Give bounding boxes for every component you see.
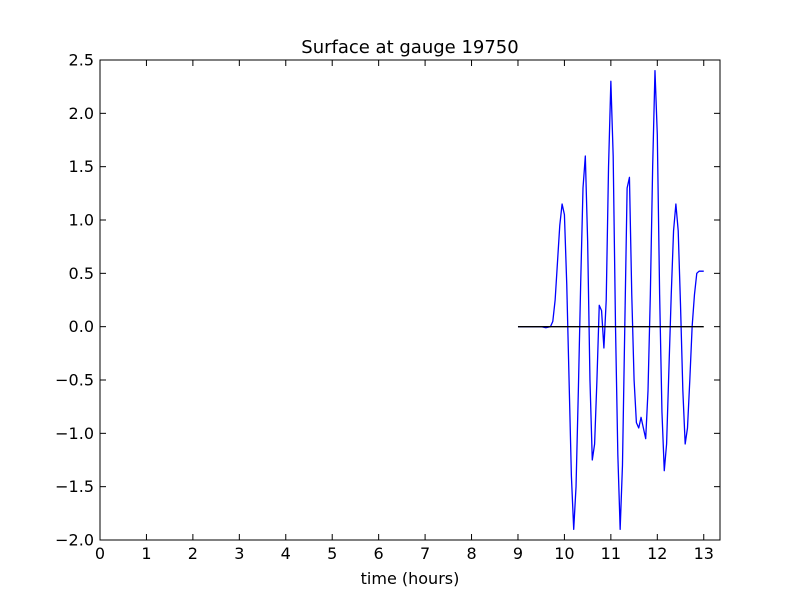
plot-area	[99, 59, 721, 541]
x-tick-label: 0	[95, 544, 105, 563]
x-tick-label: 9	[513, 544, 523, 563]
y-tick-label: −1.5	[55, 477, 94, 496]
x-tick-label: 1	[141, 544, 151, 563]
series-lines	[517, 70, 704, 530]
x-tick-label: 7	[420, 544, 430, 563]
x-tick-label: 11	[601, 544, 621, 563]
axes-frame	[99, 59, 721, 541]
y-tick-label: 0.0	[69, 317, 94, 336]
y-tick-label: −2.0	[55, 531, 94, 550]
x-tick-label: 12	[647, 544, 667, 563]
x-tick-label: 5	[327, 544, 337, 563]
x-tick-label: 8	[466, 544, 476, 563]
y-tick-label: 1.5	[69, 157, 94, 176]
y-tick-label: 2.5	[69, 51, 94, 70]
y-tick-label: −1.0	[55, 424, 94, 443]
y-tick-labels: 2.5 2.0 1.5 1.0 0.5 0.0 −0.5 −1.0 −1.5 −2.0	[55, 51, 94, 550]
x-tick-label: 13	[694, 544, 714, 563]
y-tick-label: −0.5	[55, 371, 94, 390]
y-tick-label: 0.5	[69, 264, 94, 283]
series-line-1	[517, 70, 704, 530]
x-tick-label: 10	[554, 544, 574, 563]
x-tick-label: 2	[188, 544, 198, 563]
x-tick-label: 4	[281, 544, 291, 563]
x-tick-label: 3	[234, 544, 244, 563]
y-tick-label: 2.0	[69, 104, 94, 123]
x-axis-label: time (hours)	[361, 569, 460, 588]
chart-title: Surface at gauge 19750	[301, 37, 518, 58]
y-tick-label: 1.0	[69, 211, 94, 230]
x-tick-label: 6	[374, 544, 384, 563]
x-tick-labels: 0 1 2 3 4 5 6 7 8 9 10 11 12 13	[95, 544, 714, 563]
